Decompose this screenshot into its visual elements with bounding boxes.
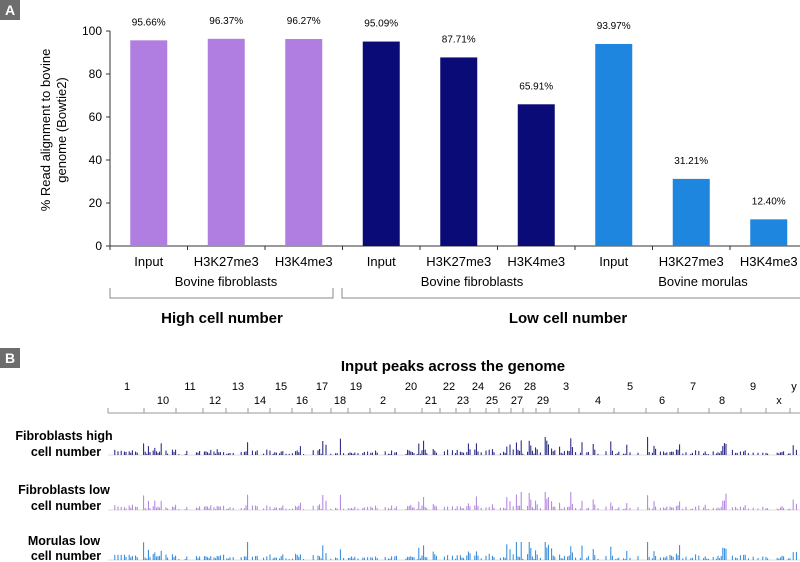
chromosome-label: 19	[350, 381, 362, 393]
chromosome-label: 3	[563, 381, 569, 393]
y-ticks: 0 20 40 60 80 100	[82, 24, 110, 253]
chromosome-label: 29	[537, 395, 549, 407]
chromosome-label: 18	[334, 395, 346, 407]
x-ticks: Input H3K27me3 H3K4me3 Input H3K27me3 H3K4me3…	[109, 246, 798, 269]
data-label: 96.27%	[287, 16, 321, 27]
chromosome-label: 1	[124, 381, 130, 393]
chromosome-label: 9	[750, 381, 756, 393]
panel-a-badge	[0, 0, 20, 20]
chromosome-label: 27	[511, 395, 523, 407]
panel-b-badge	[0, 348, 20, 368]
chromosome-label: 24	[472, 381, 484, 393]
chromosome-label: 22	[443, 381, 455, 393]
peak-tracks	[108, 437, 800, 561]
x-tick-label: H3K27me3	[194, 254, 259, 269]
chromosome-label: 21	[425, 395, 437, 407]
chromosome-label: 15	[275, 381, 287, 393]
y-tick-label: 100	[82, 24, 102, 38]
chromosome-label: 8	[719, 395, 725, 407]
x-tick-label: H3K4me3	[275, 254, 333, 269]
chromosome-label: 16	[296, 395, 308, 407]
bar	[130, 40, 168, 247]
data-label: 12.40%	[752, 196, 786, 207]
chromosome-label: 5	[627, 381, 633, 393]
chromosome-label: 11	[184, 381, 195, 393]
bars: 95.66% 96.37% 96.27% 95.09% 87.71% 65.91% 93.9…	[130, 16, 788, 247]
data-label: 31.21%	[674, 156, 708, 167]
data-label: 96.37%	[209, 16, 243, 27]
y-tick-label: 60	[89, 110, 103, 124]
bar	[362, 41, 400, 246]
y-axis-label-line1: % Read alignment to bovine	[38, 49, 53, 212]
bar	[750, 219, 788, 246]
bar	[440, 57, 478, 247]
x-tick-label: Input	[134, 254, 163, 269]
x-tick-label: H3K27me3	[659, 254, 724, 269]
bar	[207, 38, 245, 246]
chromosome-label: 26	[499, 381, 511, 393]
data-label: 65.91%	[519, 81, 553, 92]
y-tick-label: 0	[95, 239, 102, 253]
track-1-label-line2: cell number	[31, 445, 101, 459]
chromosome-labels: 1 11 13 15 17 19 20 22 24 26 28 3 5 7 9 y10 12 14 16 18 2 21 2…	[107, 381, 797, 413]
y-axis-label-line2: genome (Bowtie2)	[54, 77, 69, 183]
group-label-morulas: Bovine morulas	[658, 274, 748, 289]
track-1-label-line1: Fibroblasts high	[15, 429, 112, 443]
chromosome-label: 25	[486, 395, 498, 407]
bracket-low	[341, 288, 800, 299]
chromosome-label: 17	[316, 381, 328, 393]
data-label: 93.97%	[597, 21, 631, 32]
chromosome-label: 20	[405, 381, 417, 393]
bar	[595, 43, 633, 246]
low-cell-label: Low cell number	[509, 310, 628, 327]
track-2-label-line1: Fibroblasts low	[18, 483, 110, 497]
group-label-fibro-low: Bovine fibroblasts	[421, 274, 524, 289]
chromosome-label: 13	[232, 381, 244, 393]
chromosome-label: 28	[524, 381, 536, 393]
track-3-label-line1: Morulas low	[28, 534, 101, 548]
panel-a-letter: A	[5, 2, 15, 18]
bar	[285, 39, 323, 246]
high-cell-label: High cell number	[161, 310, 283, 327]
x-tick-label: Input	[367, 254, 396, 269]
chromosome-label: 12	[209, 395, 221, 407]
chromosome-label: 23	[457, 395, 469, 407]
x-tick-label: H3K27me3	[426, 254, 491, 269]
panel-b-letter: B	[5, 350, 15, 366]
chromosome-label: x	[776, 395, 782, 407]
chromosome-label: 10	[157, 395, 169, 407]
bar	[517, 104, 555, 246]
bracket-high	[109, 288, 334, 299]
group-label-fibro-high: Bovine fibroblasts	[175, 274, 278, 289]
chromosome-label: 4	[595, 395, 601, 407]
track-3-label-line2: cell number	[31, 549, 101, 562]
y-tick-label: 40	[89, 153, 103, 167]
x-tick-label: H3K4me3	[740, 254, 798, 269]
chromosome-label: y	[791, 381, 797, 393]
chromosome-label: 6	[659, 395, 665, 407]
bar	[672, 178, 710, 246]
x-tick-label: Input	[599, 254, 628, 269]
chromosome-label: 7	[690, 381, 696, 393]
y-tick-label: 20	[89, 196, 103, 210]
chromosome-label: 2	[380, 395, 386, 407]
x-tick-label: H3K4me3	[507, 254, 565, 269]
data-label: 87.71%	[442, 34, 476, 45]
chromosome-label: 14	[254, 395, 266, 407]
data-label: 95.09%	[364, 19, 398, 30]
genome-title: Input peaks across the genome	[341, 358, 565, 375]
data-label: 95.66%	[132, 17, 166, 28]
track-2-label-line2: cell number	[31, 499, 101, 513]
y-tick-label: 80	[89, 67, 103, 81]
